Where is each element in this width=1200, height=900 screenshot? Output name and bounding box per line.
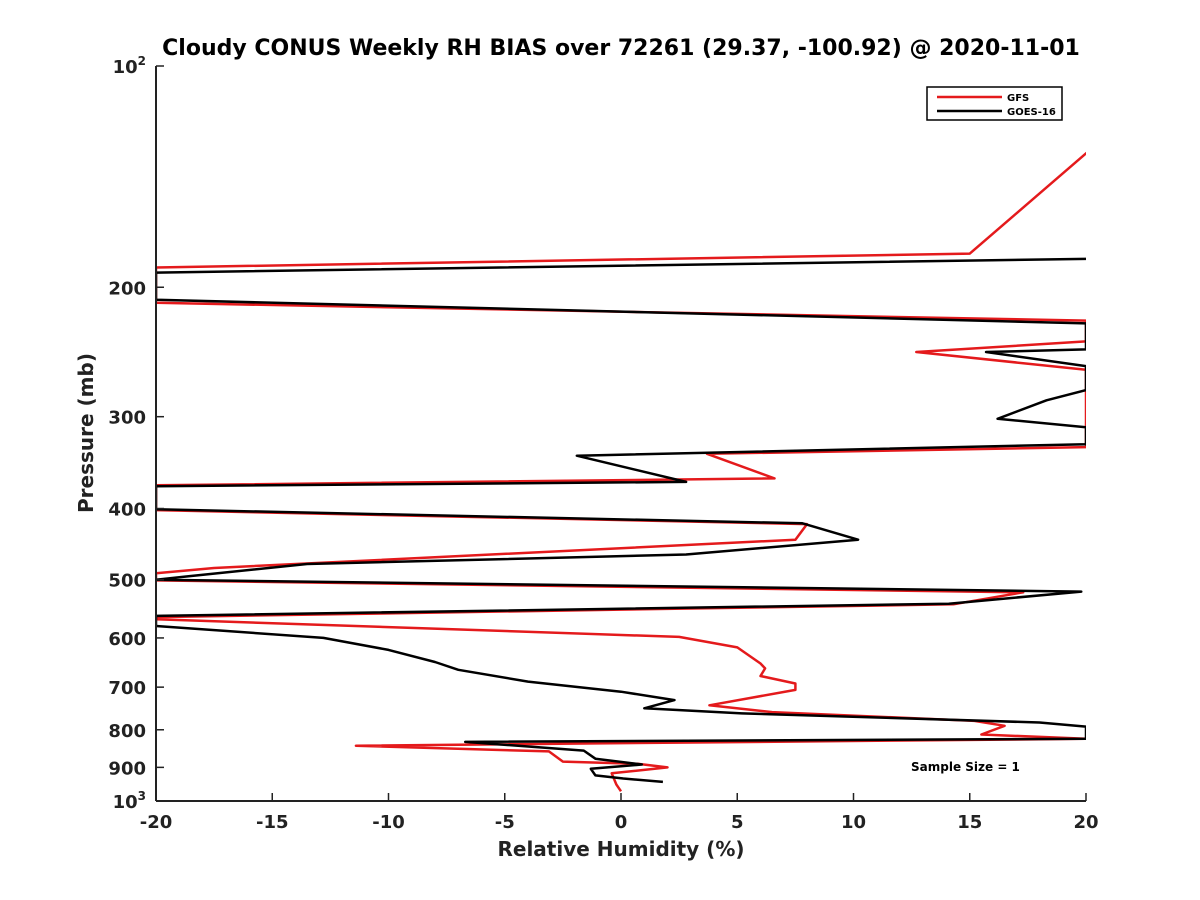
x-tick-label: 15 [957,812,982,833]
x-tick-label: 20 [1073,812,1098,833]
x-tick-label: -15 [256,812,289,833]
y-axis-label: Pressure (mb) [74,353,98,513]
y-tick-label: 200 [108,278,146,299]
x-tick-label: 10 [841,812,866,833]
x-tick-label: 5 [731,812,744,833]
x-axis-label: Relative Humidity (%) [497,837,744,861]
legend-box [926,86,1063,121]
series-line-goes16 [156,257,1086,784]
x-ticks: -20 -15 -10 -5 0 5 10 15 20 [140,793,1099,833]
y-tick-label: 500 [108,571,146,592]
y-ticks: 102 200 300 400 500 600 700 800 900 103 [108,54,164,813]
legend: GFS GOES-16 [926,86,1063,121]
series-layer [156,151,1086,793]
y-tick-label: 600 [108,629,146,650]
y-tick-label: 102 [113,54,146,78]
x-tick-label: 0 [615,812,628,833]
y-tick-label: 800 [108,721,146,742]
legend-label-gfs: GFS [1007,93,1029,104]
x-tick-label: -10 [372,812,405,833]
y-tick-label: 700 [108,678,146,699]
legend-label-goes16: GOES-16 [1007,107,1056,118]
y-tick-label: 103 [113,789,146,813]
series-line-gfs [156,151,1086,793]
sample-size-note: Sample Size = 1 [911,760,1020,774]
y-tick-label: 400 [108,500,146,521]
y-tick-label: 900 [108,758,146,779]
y-tick-label: 300 [108,408,146,429]
x-tick-label: -20 [140,812,173,833]
chart-title: Cloudy CONUS Weekly RH BIAS over 72261 (… [162,36,1080,61]
x-tick-label: -5 [495,812,515,833]
